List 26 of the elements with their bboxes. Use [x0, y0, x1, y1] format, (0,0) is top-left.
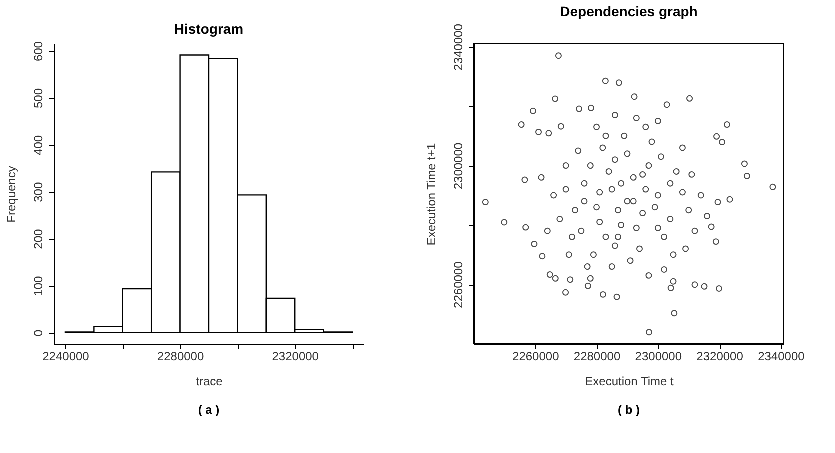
y-tick-label: 2300000: [452, 142, 466, 190]
x-tick-label: 2320000: [696, 350, 744, 364]
y-tick-label: 400: [32, 135, 46, 156]
x-tick-label: 2300000: [635, 350, 682, 364]
y-tick-label: 200: [32, 229, 46, 250]
y-tick-label: 500: [32, 88, 46, 109]
chart-title: Dependencies graph: [560, 4, 698, 20]
x-tick-label: 2280000: [157, 350, 204, 364]
x-tick-label: 2240000: [42, 350, 90, 364]
x-tick-label: 2260000: [512, 350, 560, 364]
y-tick-label: 100: [32, 276, 46, 296]
y-tick-label: 600: [32, 41, 46, 62]
y-axis-title: Execution Time t+1: [424, 142, 438, 246]
y-tick-label: 0: [32, 330, 46, 337]
x-tick-label: 2340000: [758, 350, 806, 364]
y-axis-title: Frequency: [4, 166, 18, 223]
x-axis-title: trace: [196, 374, 224, 388]
y-tick-label: 300: [32, 182, 46, 202]
x-tick-label: 2280000: [574, 350, 621, 364]
x-axis-title: Execution Time t: [585, 374, 675, 388]
text: ( a ): [198, 403, 220, 417]
chart-title: Histogram: [174, 21, 244, 38]
y-tick-label: 2260000: [452, 261, 466, 308]
text: ( b ): [618, 403, 640, 417]
x-tick-label: 2320000: [272, 350, 320, 364]
y-tick-label: 2340000: [452, 24, 466, 71]
